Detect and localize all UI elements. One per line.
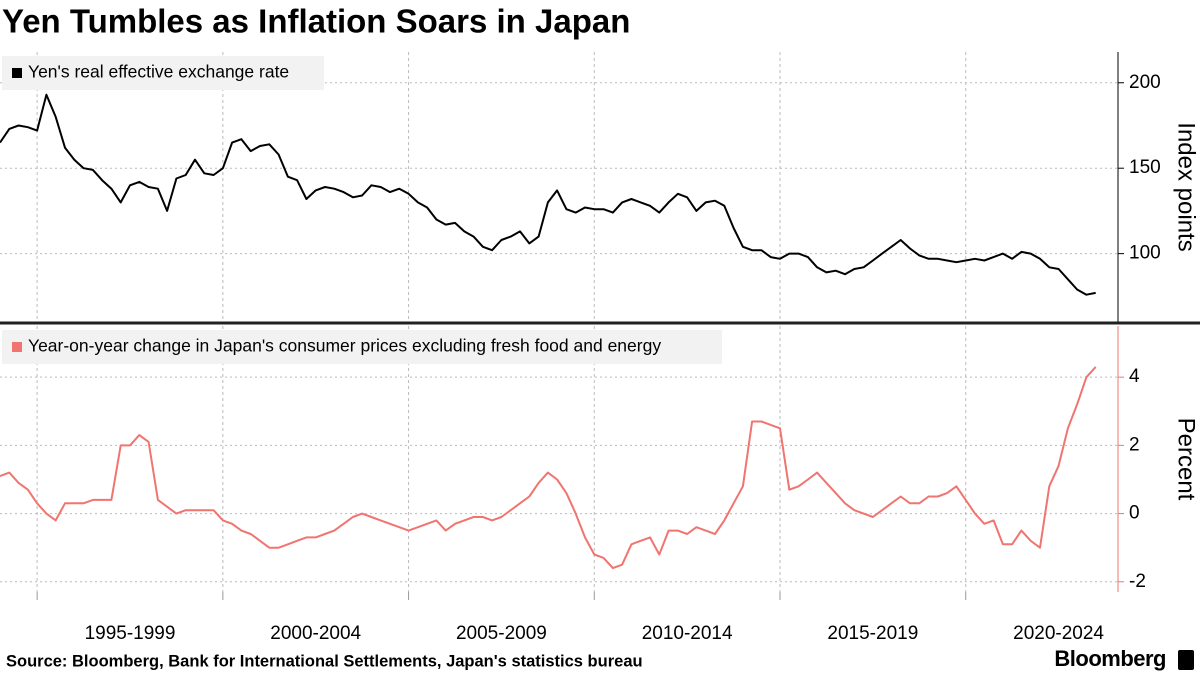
x-tick-label: 2020-2024 — [1013, 623, 1104, 644]
legend-box — [2, 330, 722, 364]
series-line — [0, 93, 1096, 296]
legend-box — [2, 56, 324, 90]
x-tick-label: 2015-2019 — [827, 623, 918, 644]
y-tick-label: 0 — [1129, 503, 1140, 524]
y-tick-label: 4 — [1129, 366, 1140, 387]
series-line — [0, 366, 1097, 570]
brand-icon — [1178, 650, 1194, 670]
legend-swatch — [12, 342, 22, 352]
y-tick-label: 200 — [1129, 72, 1161, 93]
brand: Bloomberg — [1054, 646, 1166, 671]
x-tick-label: 2010-2014 — [642, 623, 733, 644]
legend-label: Yen's real effective exchange rate — [28, 62, 289, 82]
y-tick-label: -2 — [1129, 571, 1146, 592]
x-tick-label: 1995-1999 — [85, 623, 176, 644]
source: Source: Bloomberg, Bank for Internationa… — [6, 652, 643, 670]
legend-label: Year-on-year change in Japan's consumer … — [28, 336, 661, 356]
x-tick-label: 2000-2004 — [270, 623, 361, 644]
y-tick-label: 150 — [1129, 157, 1161, 178]
y-axis-label: Index points — [1173, 122, 1200, 251]
legend-swatch — [12, 68, 22, 78]
y-axis-label: Percent — [1173, 418, 1200, 501]
chart-title: Yen Tumbles as Inflation Soars in Japan — [2, 3, 630, 40]
y-tick-label: 100 — [1129, 243, 1161, 264]
y-tick-label: 2 — [1129, 434, 1140, 455]
x-tick-label: 2005-2009 — [456, 623, 547, 644]
